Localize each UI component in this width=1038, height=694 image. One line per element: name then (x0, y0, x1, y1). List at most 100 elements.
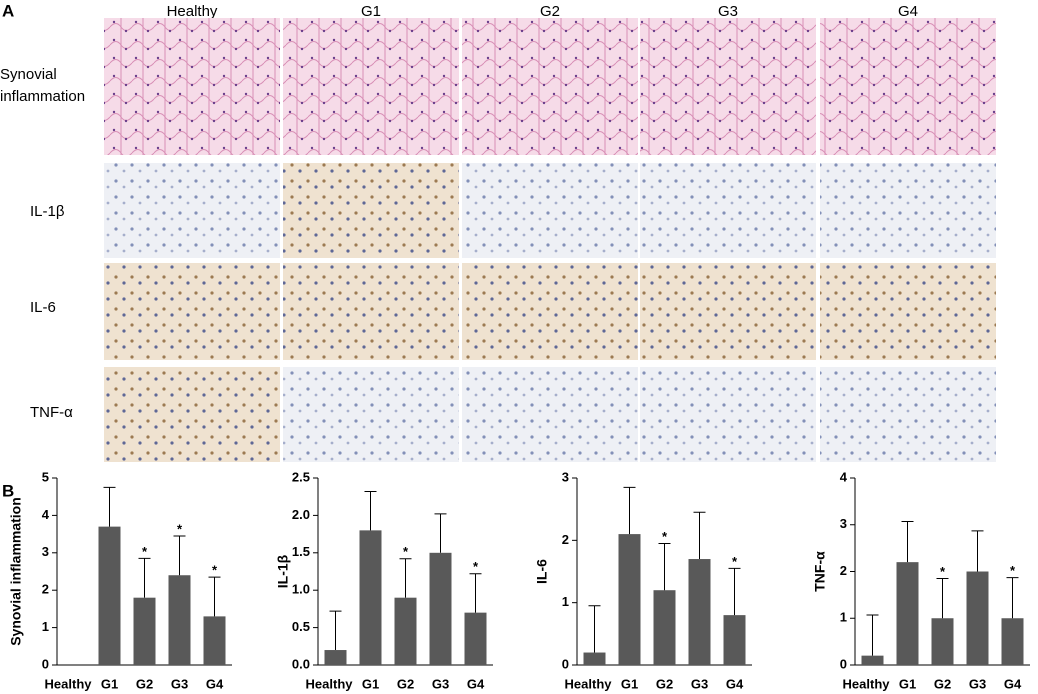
y-tick-label: 0 (42, 656, 49, 671)
y-axis-label: TNF-α (812, 551, 828, 592)
significance-mark: * (662, 529, 668, 544)
significance-mark: * (940, 564, 946, 579)
y-tick-label: 2.5 (292, 469, 310, 484)
error-bar (173, 535, 186, 576)
significance-mark: * (1010, 563, 1016, 578)
bar-chart: 0 1 2 3 4 TNF-α Healthy G1 G2 * G3 G4 * (812, 469, 1030, 691)
bar (168, 575, 191, 665)
bar (723, 615, 746, 665)
y-axis-label: IL-1β (275, 554, 291, 588)
bar-charts: 0 1 2 3 4 5 Synovial inflammation Healthy G1 G2 * G… (8, 469, 1030, 691)
panel-label: A (2, 1, 14, 20)
panel-label: B (2, 481, 14, 500)
significance-mark: * (212, 563, 218, 578)
histology-image (640, 263, 816, 360)
error-bar (693, 511, 706, 560)
x-tick-label: G4 (467, 676, 485, 691)
x-tick-label: G2 (656, 676, 673, 691)
x-tick-label: G3 (969, 676, 986, 691)
histology-image (820, 163, 996, 258)
x-tick-label: Healthy (306, 676, 354, 691)
error-bar (971, 530, 984, 572)
error-bar (936, 578, 949, 619)
bar (429, 552, 452, 665)
significance-mark: * (732, 554, 738, 569)
histology-image (462, 18, 638, 155)
bar-chart: 0 1 2 3 4 5 Synovial inflammation Healthy G1 G2 * G… (8, 469, 232, 691)
histology-image (462, 263, 638, 360)
bar (98, 526, 121, 665)
error-bar (469, 573, 482, 613)
significance-mark: * (403, 544, 409, 559)
histology-image (104, 263, 280, 360)
error-bar (329, 610, 342, 651)
histology-image (283, 163, 459, 258)
x-tick-label: G2 (136, 676, 153, 691)
bar (394, 597, 417, 665)
x-tick-label: G3 (691, 676, 708, 691)
bar (618, 534, 641, 665)
bar (1001, 618, 1024, 665)
y-tick-label: 1 (840, 610, 847, 625)
bar (464, 612, 487, 665)
bar (324, 650, 347, 665)
row-label: TNF-α (30, 404, 73, 421)
row-label: Synovial (0, 66, 57, 83)
y-tick-label: 3 (42, 544, 49, 559)
error-bar (399, 558, 412, 598)
y-tick-label: 0.0 (292, 656, 310, 671)
y-axis-label: Synovial inflammation (8, 497, 24, 646)
histology-image (640, 18, 816, 155)
bar (931, 618, 954, 665)
histology-image (283, 367, 459, 462)
bar (861, 655, 884, 665)
y-tick-label: 0 (840, 656, 847, 671)
y-tick-label: 0 (562, 656, 569, 671)
histology-image (104, 18, 280, 155)
column-header: G3 (718, 3, 738, 20)
x-tick-label: Healthy (45, 676, 93, 691)
y-tick-label: 3 (840, 516, 847, 531)
x-tick-label: G4 (726, 676, 744, 691)
image-grid: Healthy G1 G2 G3 G4 Synovial inflammation IL-1β… (0, 3, 996, 462)
bar (688, 559, 711, 665)
x-tick-label: Healthy (843, 676, 891, 691)
bar (359, 530, 382, 665)
y-tick-label: 1 (562, 594, 569, 609)
x-tick-label: G2 (397, 676, 414, 691)
significance-mark: * (142, 544, 148, 559)
x-tick-label: G4 (1004, 676, 1022, 691)
y-axis-label: IL-6 (534, 559, 550, 584)
y-tick-label: 2 (562, 532, 569, 547)
histology-image (640, 367, 816, 462)
x-tick-label: G4 (206, 676, 224, 691)
bar (133, 597, 156, 665)
column-header: G4 (898, 3, 918, 20)
error-bar (364, 490, 377, 531)
histology-image (462, 163, 638, 258)
bar (203, 616, 226, 665)
x-tick-label: G1 (362, 676, 379, 691)
y-tick-label: 0.5 (292, 619, 310, 634)
error-bar (103, 486, 116, 527)
error-bar (588, 605, 601, 653)
x-tick-label: Healthy (565, 676, 613, 691)
row-label: inflammation (0, 88, 85, 105)
y-tick-label: 2.0 (292, 507, 310, 522)
y-tick-label: 5 (42, 469, 49, 484)
histology-image (640, 163, 816, 258)
bar (896, 562, 919, 665)
x-tick-label: G2 (934, 676, 951, 691)
error-bar (1006, 577, 1019, 619)
error-bar (623, 486, 636, 535)
y-tick-label: 2 (840, 563, 847, 578)
x-tick-label: G1 (621, 676, 638, 691)
error-bar (208, 576, 221, 617)
y-tick-label: 1.0 (292, 582, 310, 597)
histology-image (820, 263, 996, 360)
bar (966, 571, 989, 665)
x-tick-label: G3 (432, 676, 449, 691)
x-tick-label: G1 (899, 676, 916, 691)
error-bar (658, 542, 671, 591)
